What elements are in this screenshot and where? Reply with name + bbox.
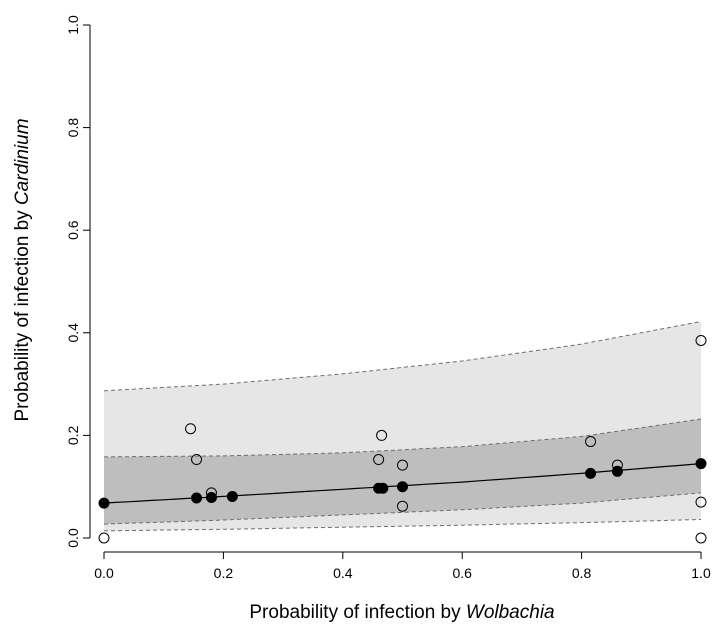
y-tick-label: 1.0 [65, 15, 81, 35]
x-tick-label: 0.4 [333, 565, 353, 581]
open-point [397, 459, 408, 471]
x-tick-label: 1.0 [691, 565, 711, 581]
axes: 0.0 0.2 0.4 0.6 0.8 1.0 0.0 0.2 0.4 0.6 0.8 1.0 [65, 15, 711, 581]
y-tick-label: 0.2 [65, 425, 81, 445]
filled-point [226, 490, 238, 502]
filled-point [205, 491, 217, 503]
open-point [376, 429, 388, 441]
open-point [185, 423, 197, 435]
open-point [695, 532, 707, 544]
filled-point [585, 467, 597, 479]
filled-point [695, 458, 707, 470]
open-point [373, 454, 385, 466]
x-tick-label: 0.6 [452, 565, 472, 581]
y-tick-label: 0.6 [65, 220, 81, 240]
filled-point [611, 465, 623, 477]
outer-band-upper-edge [103, 321, 702, 392]
filled-point [191, 492, 203, 504]
open-point [397, 500, 408, 512]
open-point [695, 496, 707, 508]
outer-band-lower-edge [103, 519, 702, 532]
inner-band-upper-edge [103, 418, 702, 458]
y-tick-label: 0.0 [65, 528, 81, 548]
open-point [585, 436, 597, 448]
confidence-bands [103, 321, 702, 532]
open-point [695, 334, 707, 346]
open-point [191, 454, 203, 466]
data-points [98, 334, 707, 544]
y-tick-label: 0.8 [65, 118, 81, 138]
filled-point [377, 482, 389, 494]
y-tick-label: 0.4 [65, 323, 81, 343]
y-axis-title: Probability of infection by Cardinium [12, 118, 33, 421]
filled-point [397, 481, 408, 493]
x-tick-label: 0.8 [572, 565, 592, 581]
x-tick-label: 0.0 [94, 565, 114, 581]
filled-point [98, 497, 110, 509]
x-tick-label: 0.2 [214, 565, 234, 581]
inner-confidence-band [104, 419, 701, 525]
open-point [98, 532, 110, 544]
inner-band-lower-edge [103, 492, 702, 525]
x-axis-title: Probability of infection by Wolbachia [249, 602, 554, 623]
